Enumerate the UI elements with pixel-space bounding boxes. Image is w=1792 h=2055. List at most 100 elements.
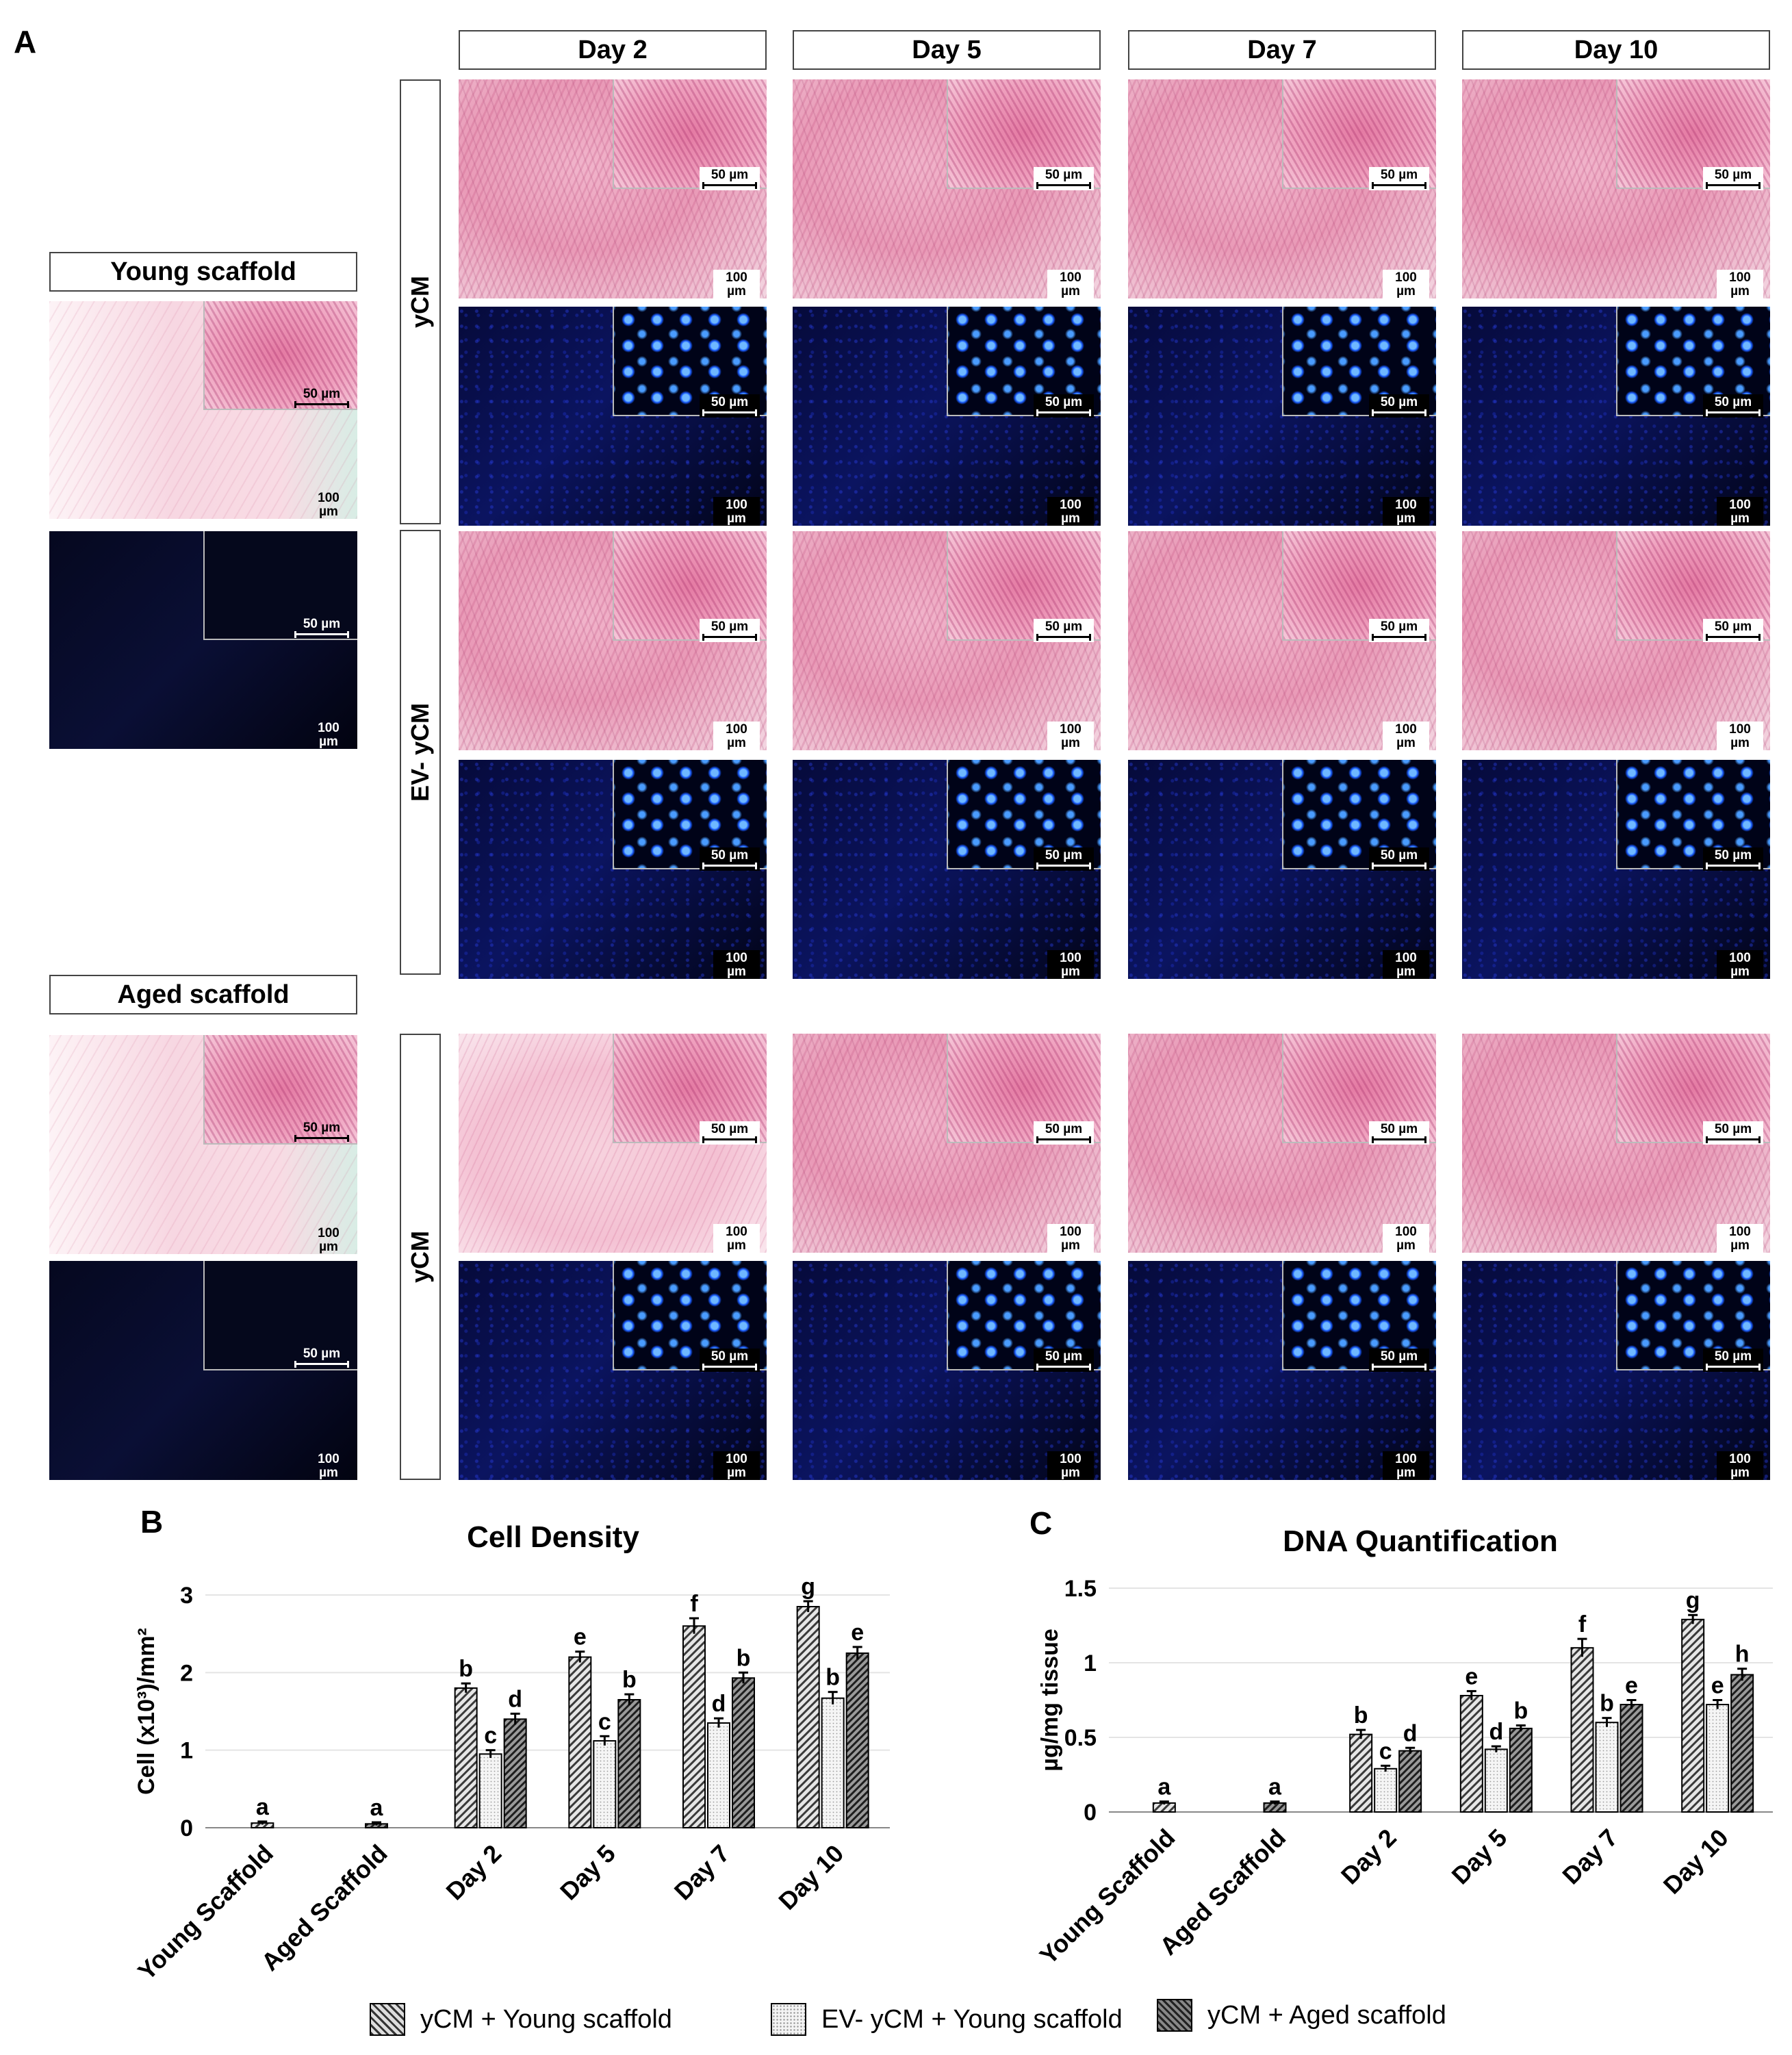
bar — [1484, 1748, 1508, 1813]
cell-density-chart: Cell Density Cell (x10³)/mm² 0 1 2 3 a Young Sc… — [132, 1520, 890, 1986]
scale-bar: 50 µm — [1034, 394, 1094, 418]
bar — [1349, 1733, 1373, 1813]
significance-label: c — [1379, 1738, 1392, 1764]
scale-bar: 100 µm — [1717, 1451, 1763, 1480]
bar — [821, 1697, 845, 1828]
micrograph-evycm-dapi-day7: 50 µm 100 µm — [1128, 760, 1436, 979]
scale-bar: 50 µm — [700, 1121, 760, 1145]
panel-label-c: C — [1029, 1505, 1053, 1541]
young-scaffold-label: Young scaffold — [49, 252, 357, 292]
scale-bar: 100 µm — [1717, 270, 1763, 298]
significance-label: d — [508, 1686, 522, 1712]
scale-bar: 50 µm — [1369, 167, 1429, 190]
scale-bar: 50 µm — [1703, 1349, 1763, 1372]
bar — [707, 1722, 730, 1828]
micrograph-inset — [203, 1261, 357, 1370]
micrograph-aged-dapi: 50 µm 100 µm — [49, 1261, 357, 1480]
micrograph-evycm-he-day7: 50 µm 100 µm — [1128, 531, 1436, 750]
scale-bar: 100 µm — [713, 950, 760, 979]
micrograph-evycm-dapi-day2: 50 µm 100 µm — [459, 760, 767, 979]
scale-bar: 50 µm — [1703, 167, 1763, 190]
micrograph-aged-he: 50 µm 100 µm — [49, 1035, 357, 1254]
legend-item-ycm-aged: yCM + Aged scaffold — [1157, 1999, 1446, 2032]
scale-bar: 100 µm — [1047, 1451, 1094, 1480]
scale-bar: 50 µm — [294, 1347, 349, 1368]
significance-label: b — [737, 1645, 751, 1671]
significance-label: b — [459, 1656, 473, 1682]
significance-label: b — [1513, 1698, 1528, 1724]
y-tick-label: 2 — [180, 1660, 193, 1686]
y-tick-label: 1 — [180, 1738, 193, 1764]
x-tick-label: Day 10 — [1658, 1824, 1734, 1900]
scale-bar: 50 µm — [1703, 1121, 1763, 1145]
scale-bar: 100 µm — [1047, 722, 1094, 750]
row-label-ycm-aged: yCM — [400, 1034, 441, 1480]
y-tick-label: 0.5 — [1064, 1725, 1097, 1751]
scale-bar: 50 µm — [1369, 1349, 1429, 1372]
x-tick-label: Day 7 — [669, 1839, 735, 1906]
scale-bar: 100 µm — [1383, 1451, 1429, 1480]
scale-bar: 50 µm — [1369, 1121, 1429, 1145]
bar — [796, 1606, 820, 1828]
scale-bar: 100 µm — [308, 1453, 349, 1480]
scale-bar: 50 µm — [1034, 1121, 1094, 1145]
micrograph-young-dapi: 50 µm 100 µm — [49, 531, 357, 749]
bar — [617, 1699, 641, 1828]
significance-label: d — [1403, 1720, 1418, 1746]
bar — [454, 1687, 478, 1828]
bar — [1570, 1647, 1594, 1813]
bar — [593, 1740, 617, 1829]
micrograph-inset — [1282, 1261, 1436, 1370]
column-header-day2: Day 2 — [459, 30, 767, 70]
micrograph-ycm-he-day10: 50 µm 100 µm — [1462, 79, 1770, 298]
y-tick-label: 0 — [1084, 1800, 1097, 1826]
x-tick-label: Day 10 — [773, 1839, 849, 1915]
scale-bar: 100 µm — [713, 1451, 760, 1480]
significance-label: c — [598, 1709, 611, 1735]
scale-bar: 100 µm — [1047, 950, 1094, 979]
scale-bar: 50 µm — [700, 619, 760, 642]
x-tick-label: Day 5 — [554, 1839, 621, 1906]
scale-bar: 50 µm — [1703, 847, 1763, 871]
micrograph-aged-dapi-day5: 50 µm 100 µm — [793, 1261, 1101, 1480]
bar — [1681, 1618, 1705, 1813]
significance-label: g — [801, 1574, 815, 1600]
micrograph-ycm-dapi-day2: 50 µm 100 µm — [459, 307, 767, 526]
scale-bar: 50 µm — [1703, 394, 1763, 418]
bar — [503, 1718, 527, 1829]
micrograph-aged-he-day5: 50 µm 100 µm — [793, 1034, 1101, 1253]
bar — [1706, 1704, 1730, 1813]
scale-bar: 50 µm — [1034, 847, 1094, 871]
scale-bar: 100 µm — [713, 497, 760, 526]
micrograph-inset — [203, 531, 357, 640]
scale-bar: 50 µm — [294, 617, 349, 638]
y-axis-label: µg/mg tissue — [1037, 1629, 1063, 1772]
significance-label: a — [1268, 1774, 1282, 1800]
panel-label-b: B — [140, 1504, 164, 1540]
micrograph-inset — [203, 301, 357, 410]
scale-bar: 50 µm — [294, 387, 349, 408]
micrograph-inset — [947, 760, 1101, 869]
significance-label: a — [370, 1795, 384, 1821]
legend-swatch — [370, 2003, 405, 2036]
micrograph-aged-dapi-day7: 50 µm 100 µm — [1128, 1261, 1436, 1480]
micrograph-ycm-dapi-day5: 50 µm 100 µm — [793, 307, 1101, 526]
scale-bar: 100 µm — [308, 492, 349, 519]
scale-bar: 100 µm — [1383, 497, 1429, 526]
scale-bar: 50 µm — [1369, 619, 1429, 642]
bar — [732, 1677, 755, 1828]
scale-bar: 50 µm — [700, 1349, 760, 1372]
significance-label: a — [256, 1794, 270, 1820]
bar — [1374, 1767, 1398, 1813]
bar — [478, 1753, 502, 1829]
bar — [1459, 1694, 1483, 1813]
micrograph-ycm-he-day5: 50 µm 100 µm — [793, 79, 1101, 298]
x-tick-label: Young Scaffold — [132, 1839, 279, 1986]
bar — [1730, 1674, 1754, 1813]
significance-label: e — [574, 1624, 587, 1650]
micrograph-inset — [203, 1035, 357, 1145]
bar — [682, 1625, 706, 1828]
micrograph-evycm-dapi-day5: 50 µm 100 µm — [793, 760, 1101, 979]
bar — [568, 1656, 592, 1828]
significance-label: g — [1686, 1587, 1700, 1613]
